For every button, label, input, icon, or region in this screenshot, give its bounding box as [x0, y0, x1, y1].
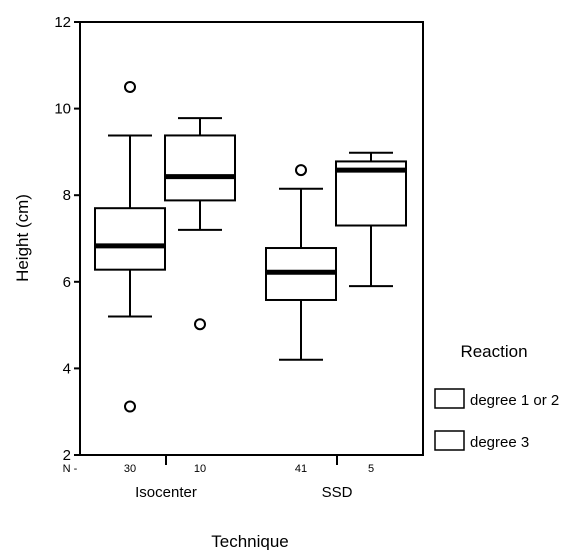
box-group: [164, 117, 236, 331]
box-group: [265, 164, 337, 361]
outlier-point: [194, 318, 206, 331]
y-tick-label: 6: [63, 274, 71, 291]
box-group: [335, 151, 407, 288]
count-label: 41: [295, 463, 307, 475]
iqr-box: [94, 207, 166, 271]
legend: Reaction degree 1 or 2 degree 3: [434, 342, 559, 451]
count-label: 30: [124, 463, 136, 475]
y-tick-label: 10: [54, 101, 71, 118]
y-axis: 2 4 6 8 10 12: [54, 14, 80, 464]
y-tick-label: 8: [63, 187, 71, 204]
outlier-point: [295, 164, 307, 177]
legend-swatch: [434, 430, 465, 451]
counts-row: N - 30 41 10 5: [63, 463, 374, 475]
count-label: 10: [194, 463, 206, 475]
outlier-point: [124, 80, 136, 93]
legend-title: Reaction: [460, 342, 527, 361]
legend-label: degree 1 or 2: [470, 392, 559, 409]
iqr-box: [164, 134, 236, 202]
legend-label: degree 3: [470, 434, 529, 451]
x-tick-label: SSD: [322, 484, 353, 501]
y-tick-label: 12: [54, 14, 71, 31]
outlier-point: [124, 400, 136, 413]
box-group: [94, 80, 166, 413]
y-axis-title: Height (cm): [13, 194, 32, 282]
y-tick-label: 4: [63, 360, 71, 377]
x-axis: Isocenter SSD: [135, 455, 353, 501]
y-tick-label: 2: [63, 447, 71, 464]
count-label: 5: [368, 463, 374, 475]
plot-frame: [79, 21, 424, 456]
boxes-layer: [94, 80, 407, 413]
x-tick-label: Isocenter: [135, 484, 197, 501]
count-prefix: N -: [63, 463, 78, 475]
x-axis-title: Technique: [211, 532, 289, 550]
legend-swatch: [434, 388, 465, 409]
